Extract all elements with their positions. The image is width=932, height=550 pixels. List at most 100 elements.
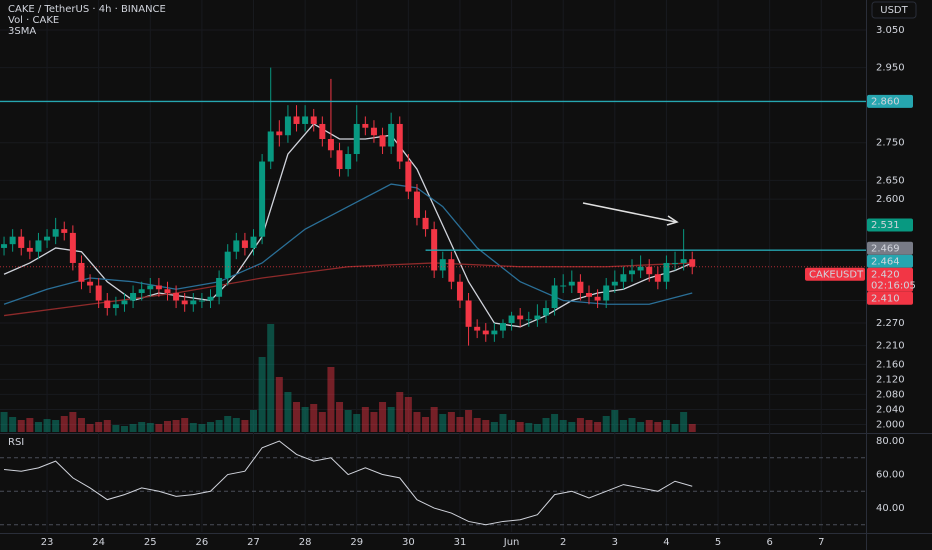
volume-bar xyxy=(215,420,223,432)
candle-body xyxy=(104,300,111,309)
volume-bar xyxy=(671,424,679,432)
volume-bar xyxy=(456,417,464,432)
volume-bar xyxy=(568,422,576,432)
volume-bar xyxy=(525,423,533,432)
candle-body xyxy=(422,217,429,230)
price-tag-label: 2.860 xyxy=(871,96,900,107)
volume-bar xyxy=(60,416,68,432)
x-tick-label: 4 xyxy=(663,537,669,548)
volume-bar xyxy=(224,416,232,432)
price-tag xyxy=(867,94,913,108)
y-tick-label: 2.160 xyxy=(876,359,905,370)
candle-body xyxy=(629,270,636,275)
candle-body xyxy=(224,251,231,278)
volume-bar xyxy=(551,414,559,432)
candle-body xyxy=(310,116,317,124)
volume-bar xyxy=(146,423,154,432)
volume-bar xyxy=(250,410,258,432)
candle-body xyxy=(302,116,309,124)
candle-body xyxy=(164,289,171,294)
volume-bar xyxy=(112,425,120,432)
x-tick-label: 2 xyxy=(560,537,566,548)
x-tick-label: 28 xyxy=(299,537,312,548)
candle-body xyxy=(207,296,214,301)
symbol-tag xyxy=(805,267,865,281)
candle-body xyxy=(293,116,300,124)
legend-sma: 3SMA xyxy=(8,26,36,37)
volume-bar xyxy=(52,420,60,432)
x-tick-label: 26 xyxy=(196,537,209,548)
symbol-label: CAKEUSDT xyxy=(809,269,864,280)
candle-body xyxy=(620,274,627,282)
rsi-title: RSI xyxy=(8,437,24,448)
candle-body xyxy=(448,259,455,282)
x-tick-label: Jun xyxy=(503,537,520,548)
candle-body xyxy=(439,259,446,271)
candle-body xyxy=(551,285,558,309)
y-tick-label: 2.000 xyxy=(876,419,905,430)
currency-label[interactable]: USDT xyxy=(880,5,908,16)
volume-bar xyxy=(258,357,266,432)
candle-body xyxy=(190,300,197,305)
candle-body xyxy=(181,300,188,305)
volume-bar xyxy=(645,420,653,432)
volume-bar xyxy=(654,422,662,432)
candle-body xyxy=(61,229,68,233)
candle-body xyxy=(517,315,524,320)
candle-body xyxy=(155,285,162,290)
volume-bar xyxy=(473,418,481,432)
volume-bar xyxy=(422,417,430,432)
volume-bar xyxy=(482,420,490,432)
volume-bar xyxy=(353,414,361,432)
volume-bar xyxy=(688,424,696,432)
volume-bar xyxy=(379,402,387,432)
volume-bar xyxy=(267,324,275,432)
candle-body xyxy=(52,229,59,237)
candle-body xyxy=(327,138,334,151)
candle-body xyxy=(456,281,463,301)
price-tag-label: 2.410 xyxy=(871,293,900,304)
candle-body xyxy=(233,240,240,252)
candle-body xyxy=(250,236,257,248)
price-tag-label: 2.469 xyxy=(871,243,900,254)
candle-body xyxy=(9,236,16,245)
volume-bar xyxy=(465,410,473,432)
y-tick-label: 2.600 xyxy=(876,194,905,205)
candle-body xyxy=(35,240,42,252)
y-tick-label: 3.050 xyxy=(876,25,905,36)
x-tick-label: 6 xyxy=(766,537,772,548)
volume-bar xyxy=(293,402,301,432)
volume-bar xyxy=(181,418,189,432)
candle-body xyxy=(499,323,506,331)
volume-bar xyxy=(163,421,171,432)
price-tag xyxy=(867,218,913,232)
candle-body xyxy=(413,191,420,218)
candle-body xyxy=(388,123,395,147)
countdown: 02:16:05 xyxy=(871,280,916,291)
currency-button[interactable] xyxy=(871,1,917,19)
volume-bar xyxy=(602,416,610,432)
volume-bar xyxy=(344,410,352,432)
volume-bar xyxy=(542,418,550,432)
volume-bar xyxy=(86,424,94,432)
volume-bar xyxy=(198,424,206,432)
volume-bar xyxy=(103,420,111,432)
volume-bar xyxy=(34,422,42,432)
volume-bar xyxy=(516,422,524,432)
volume-bar xyxy=(43,419,51,432)
volume-bar xyxy=(594,422,602,432)
volume-bar xyxy=(284,392,292,432)
volume-bar xyxy=(576,418,584,432)
price-tag-label: 2.464 xyxy=(871,256,900,267)
candle-body xyxy=(18,236,25,248)
candle-body xyxy=(482,330,489,335)
candle-body xyxy=(568,281,575,286)
price-tag xyxy=(867,254,913,268)
volume-bar xyxy=(310,404,318,432)
volume-bar xyxy=(585,420,593,432)
candle-body xyxy=(284,116,291,136)
y-tick-label: 2.650 xyxy=(876,175,905,186)
rsi-tick-label: 40.00 xyxy=(876,503,905,514)
candle-body xyxy=(112,304,119,309)
volume-bar xyxy=(628,418,636,432)
